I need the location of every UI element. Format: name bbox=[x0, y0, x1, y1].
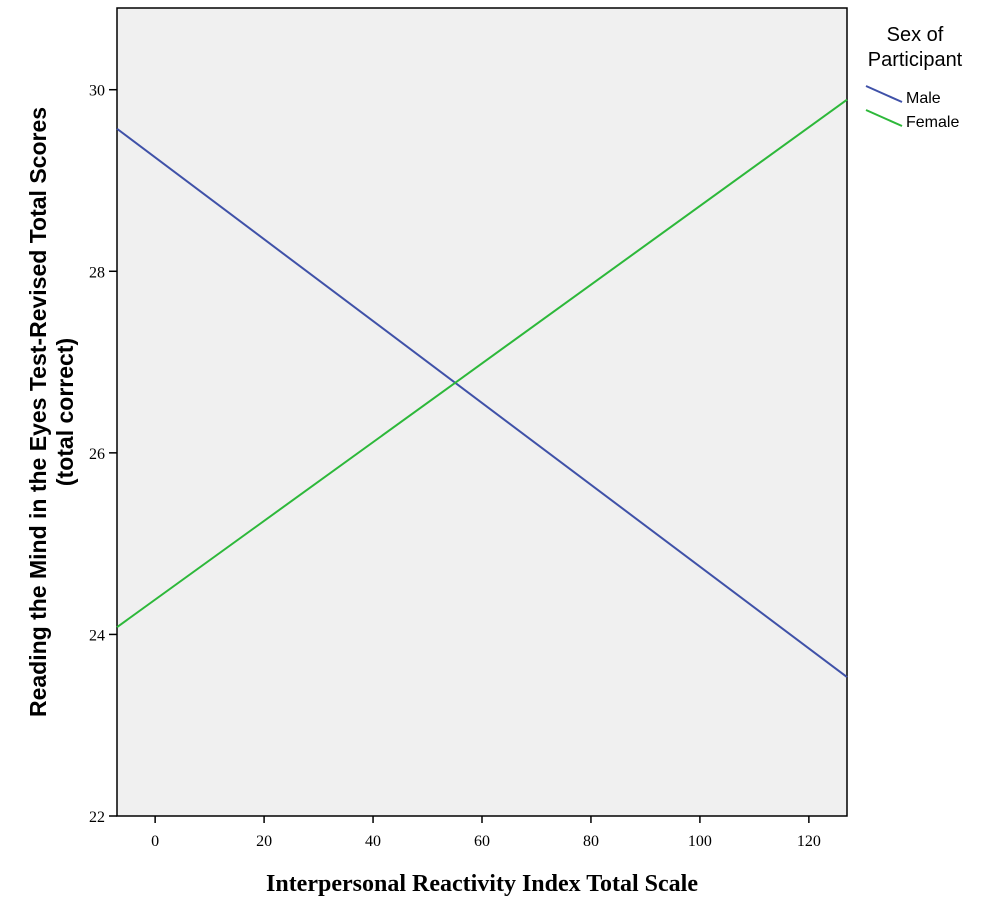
x-tick-label: 0 bbox=[151, 833, 159, 850]
axis-layer: 0 20 40 60 80 100 120 22 24 26 28 30 bbox=[89, 83, 821, 850]
x-tick-label: 80 bbox=[583, 833, 599, 850]
legend-swatch-female bbox=[865, 109, 903, 127]
series-line-female bbox=[116, 98, 848, 628]
y-tick-label: 30 bbox=[89, 83, 105, 100]
y-tick-label: 28 bbox=[89, 264, 105, 281]
legend-label-female: Female bbox=[906, 114, 959, 131]
legend-swatch-male bbox=[865, 85, 903, 103]
plot-area bbox=[116, 7, 848, 817]
legend-label-male: Male bbox=[906, 90, 941, 107]
y-tick-label: 22 bbox=[89, 809, 105, 826]
x-tick-label: 40 bbox=[365, 833, 381, 850]
x-axis-title: Interpersonal Reactivity Index Total Sca… bbox=[266, 871, 698, 897]
legend-title-sub: Participant bbox=[868, 49, 963, 71]
y-tick-label: 26 bbox=[89, 446, 105, 463]
y-axis-title: Reading the Mind in the Eyes Test-Revise… bbox=[25, 107, 51, 717]
x-tick-label: 20 bbox=[256, 833, 272, 850]
x-tick-label: 120 bbox=[797, 833, 821, 850]
legend: Sex of Participant Male Female bbox=[865, 24, 963, 131]
legend-title: Sex of bbox=[887, 24, 944, 46]
y-tick-label: 24 bbox=[89, 627, 105, 644]
x-tick-label: 100 bbox=[688, 833, 712, 850]
y-axis-title-sub: (total correct) bbox=[52, 338, 78, 486]
series-line-male bbox=[116, 127, 848, 678]
x-tick-label: 60 bbox=[474, 833, 490, 850]
series-layer bbox=[116, 98, 848, 678]
